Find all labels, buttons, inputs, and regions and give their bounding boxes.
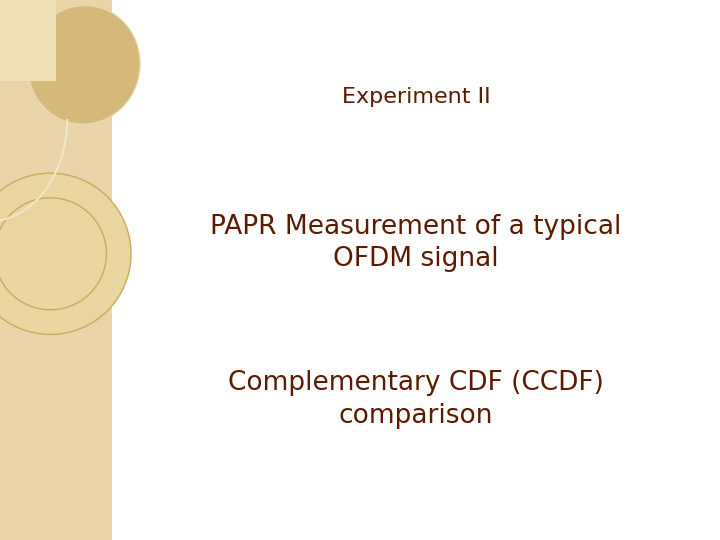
Bar — [0, 0, 56, 81]
Circle shape — [0, 173, 131, 334]
Text: Experiment II: Experiment II — [342, 87, 490, 107]
Bar — [0, 0, 112, 540]
Text: Complementary CDF (CCDF)
comparison: Complementary CDF (CCDF) comparison — [228, 370, 604, 429]
Ellipse shape — [28, 5, 140, 124]
Text: PAPR Measurement of a typical
OFDM signal: PAPR Measurement of a typical OFDM signa… — [210, 213, 621, 273]
